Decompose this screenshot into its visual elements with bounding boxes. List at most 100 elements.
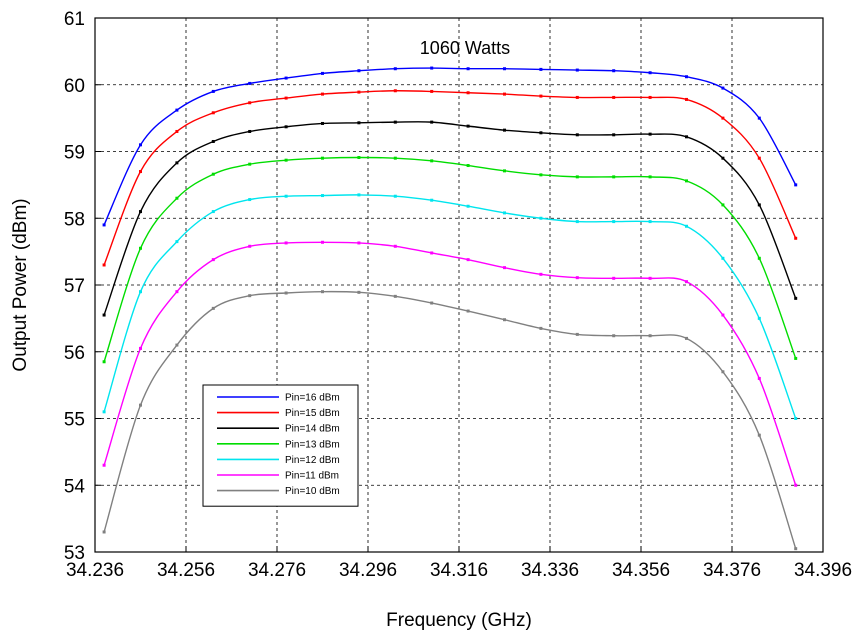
legend: Pin=16 dBm Pin=15 dBm Pin=14 dBm Pin=13 dBm… (202, 384, 359, 507)
data-point (321, 121, 324, 125)
data-point (102, 463, 106, 467)
data-point (284, 125, 288, 129)
data-point (466, 67, 470, 71)
y-tick-label: 55 (64, 410, 85, 431)
data-point (503, 169, 506, 173)
data-point (393, 120, 397, 124)
data-point (612, 276, 616, 280)
data-point (575, 220, 579, 224)
data-point (357, 193, 361, 197)
data-point (357, 69, 361, 73)
data-point (757, 116, 761, 120)
data-point (139, 403, 142, 407)
data-point (612, 95, 616, 99)
data-point (466, 204, 470, 208)
data-point (794, 483, 798, 487)
y-axis-title: Output Power (dBm) (10, 198, 31, 371)
data-point (539, 272, 543, 276)
data-point (575, 133, 579, 137)
data-point (648, 334, 652, 338)
data-point (393, 244, 397, 248)
data-point (466, 91, 470, 95)
data-point (211, 89, 215, 93)
data-point (430, 159, 434, 163)
series-layer (102, 66, 798, 551)
chart-annotation: 1060 Watts (420, 38, 510, 58)
data-point (357, 121, 361, 125)
x-tick-labels: 34.236 34.256 34.276 34.296 34.316 34.336 34.3… (66, 560, 852, 581)
data-point (575, 175, 579, 179)
data-point (102, 530, 106, 534)
data-point (430, 301, 434, 305)
data-point (321, 92, 324, 96)
data-point (284, 241, 288, 245)
data-point (539, 94, 543, 98)
y-tick-label: 56 (64, 343, 85, 364)
x-tick-label: 34.336 (521, 560, 579, 581)
data-point (503, 128, 506, 132)
legend-label: Pin=11 dBm (285, 471, 339, 482)
data-point (612, 69, 616, 73)
data-point (102, 313, 106, 317)
y-tick-label: 57 (64, 276, 85, 297)
data-point (393, 156, 397, 160)
data-point (357, 156, 361, 160)
data-point (648, 95, 652, 99)
grid (94, 17, 824, 553)
data-point (648, 71, 652, 75)
data-point (575, 68, 579, 72)
data-point (757, 203, 761, 207)
data-point (393, 294, 397, 298)
data-point (757, 256, 761, 260)
series-pin-13-dbm (102, 156, 798, 364)
data-point (175, 290, 179, 294)
data-point (248, 129, 252, 133)
series-pin-10-dbm (102, 290, 798, 551)
data-point (757, 156, 761, 160)
data-point (685, 97, 688, 101)
data-point (503, 211, 506, 215)
x-tick-label: 34.396 (794, 560, 852, 581)
data-point (175, 240, 179, 244)
data-point (539, 67, 543, 71)
data-point (685, 336, 688, 340)
y-tick-label: 54 (64, 476, 86, 497)
data-point (430, 89, 434, 93)
data-point (503, 67, 506, 71)
data-point (503, 266, 506, 270)
data-point (539, 326, 543, 330)
data-point (685, 75, 688, 79)
data-point (721, 203, 725, 207)
data-point (466, 309, 470, 313)
data-point (721, 86, 725, 90)
data-point (721, 370, 725, 374)
data-point (794, 417, 798, 420)
y-tick-label: 58 (64, 209, 85, 230)
data-point (248, 101, 252, 105)
series-pin-16-dbm (102, 66, 798, 227)
data-point (466, 124, 470, 128)
data-point (757, 433, 761, 437)
data-point (175, 108, 179, 112)
legend-label: Pin=13 dBm (285, 439, 340, 450)
data-point (466, 258, 470, 262)
data-point (612, 220, 616, 224)
data-point (248, 81, 252, 85)
data-point (721, 156, 725, 160)
data-point (648, 220, 652, 224)
data-point (211, 139, 215, 143)
y-tick-label: 61 (64, 9, 85, 30)
data-point (721, 116, 725, 120)
data-point (539, 216, 543, 220)
data-point (211, 258, 215, 262)
data-point (321, 194, 324, 198)
data-point (503, 318, 506, 322)
data-point (575, 276, 579, 280)
y-tick-label: 59 (64, 143, 85, 164)
data-point (393, 67, 397, 71)
data-point (430, 251, 434, 255)
data-point (612, 133, 616, 137)
legend-label: Pin=10 dBm (285, 486, 340, 497)
data-point (648, 276, 652, 280)
